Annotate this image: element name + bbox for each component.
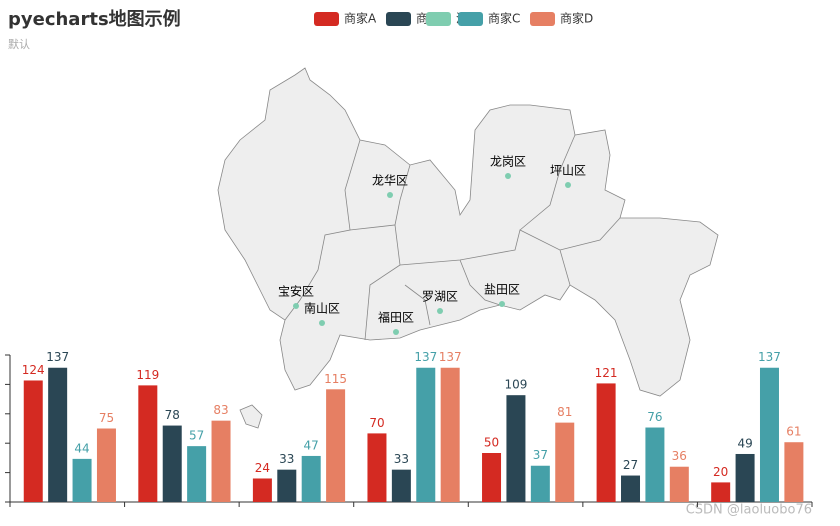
bar-label: 109	[504, 378, 527, 392]
bar	[96, 428, 116, 502]
bar-label: 49	[737, 436, 752, 450]
bar	[711, 482, 731, 502]
bar	[252, 478, 272, 502]
bar-label: 83	[213, 403, 228, 417]
bar-label: 61	[786, 425, 801, 439]
bar	[440, 367, 460, 502]
bar	[506, 395, 526, 502]
bar-label: 137	[46, 350, 69, 364]
bar	[367, 433, 387, 502]
bar-label: 50	[484, 436, 499, 450]
legend-swatch	[530, 12, 555, 26]
bar-label: 57	[189, 429, 204, 443]
map	[217, 67, 719, 429]
bar-label: 137	[439, 350, 462, 364]
bar	[735, 453, 755, 502]
bar-label: 47	[304, 438, 319, 452]
map-point	[437, 308, 443, 314]
bar-label: 137	[758, 350, 781, 364]
legend-swatch	[426, 12, 451, 26]
map-point	[319, 320, 325, 326]
region-label: 龙华区	[372, 174, 408, 188]
bar-label: 36	[672, 449, 687, 463]
bar	[326, 389, 346, 502]
bar-label: 75	[99, 411, 114, 425]
bar-label: 20	[713, 465, 728, 479]
bar-label: 33	[394, 452, 409, 466]
bar-label: 70	[369, 416, 384, 430]
district-border	[399, 229, 571, 286]
region-label: 坪山区	[550, 164, 586, 178]
chart-title: pyecharts地图示例	[8, 8, 181, 30]
bar	[416, 367, 436, 502]
region-label: 盐田区	[484, 283, 520, 297]
legend-swatch	[314, 12, 339, 26]
legend-swatch	[386, 12, 411, 26]
bar	[784, 442, 804, 502]
bar	[555, 422, 575, 502]
chart-subtitle: 默认	[8, 38, 30, 51]
bar-label: 121	[595, 366, 618, 380]
bar	[138, 385, 158, 502]
map-point	[387, 192, 393, 198]
bar	[482, 453, 502, 502]
district-border	[404, 284, 431, 326]
district-border	[394, 164, 411, 226]
map-point	[565, 182, 571, 188]
legend-label: 商家A	[344, 11, 377, 26]
bar-label: 137	[414, 350, 437, 364]
bar	[23, 380, 43, 502]
region-label: 龙岗区	[490, 155, 526, 169]
map-point	[505, 173, 511, 179]
bar-label: 115	[324, 372, 347, 386]
legend-label: 商家D	[560, 11, 593, 26]
bar-label: 76	[647, 410, 662, 424]
district-border	[519, 134, 576, 231]
map-point	[393, 329, 399, 335]
bar-label: 33	[279, 452, 294, 466]
bar	[162, 425, 182, 502]
bar-label: 44	[74, 441, 89, 455]
bar	[391, 469, 411, 502]
bar	[211, 420, 231, 502]
bar-label: 78	[165, 408, 180, 422]
region-label: 南山区	[304, 301, 340, 316]
district-border	[559, 217, 621, 251]
bar-label: 81	[557, 405, 572, 419]
bar	[645, 427, 665, 502]
bar	[596, 383, 616, 502]
legend-swatch	[458, 12, 483, 26]
region-label: 宝安区	[278, 284, 314, 299]
watermark: CSDN @laoluobo76	[686, 503, 812, 518]
bar	[669, 466, 689, 502]
legend-label: 商家C	[488, 11, 520, 26]
bar-label: 37	[533, 448, 548, 462]
bar	[72, 458, 92, 502]
map-point	[499, 301, 505, 307]
map-outline	[217, 67, 719, 397]
bar-label: 24	[255, 461, 270, 475]
region-label: 罗湖区	[422, 289, 458, 304]
district-border	[284, 139, 361, 321]
island	[239, 404, 263, 429]
bar-label: 27	[623, 458, 638, 472]
bar	[759, 367, 779, 502]
bar	[48, 367, 68, 502]
bar-label: 119	[136, 368, 159, 382]
bar	[301, 455, 321, 502]
bar-label: 124	[22, 363, 45, 377]
bar	[621, 475, 641, 502]
bar	[530, 465, 550, 502]
bar	[187, 446, 207, 502]
district-border	[459, 259, 501, 306]
region-label: 福田区	[378, 310, 414, 325]
map-point	[293, 303, 299, 309]
bar	[277, 469, 297, 502]
